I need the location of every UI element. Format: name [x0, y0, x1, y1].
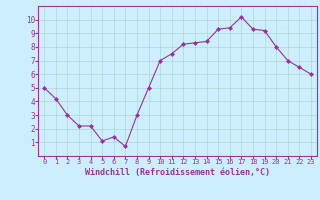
X-axis label: Windchill (Refroidissement éolien,°C): Windchill (Refroidissement éolien,°C) [85, 168, 270, 177]
